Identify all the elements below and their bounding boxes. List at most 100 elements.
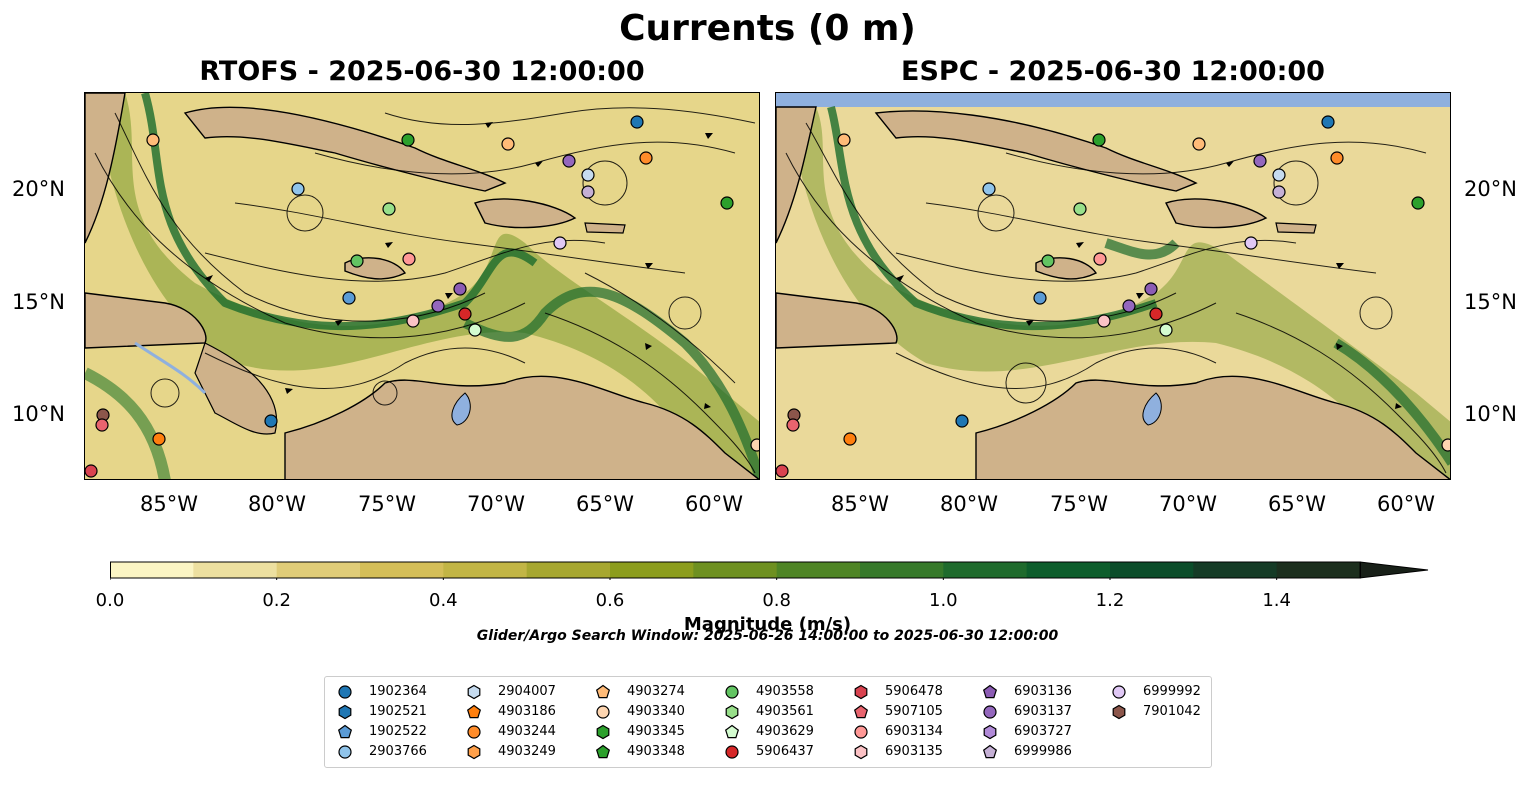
legend-label: 4903186 — [498, 704, 556, 719]
circle-marker-icon — [596, 705, 610, 719]
hexagon-marker-icon — [338, 704, 352, 720]
legend-label: 6903136 — [1014, 684, 1072, 699]
legend-label: 4903274 — [627, 684, 685, 699]
circle-marker-icon — [983, 705, 997, 719]
legend-label: 4903244 — [498, 724, 556, 739]
legend-label: 1902522 — [369, 724, 427, 739]
circle-marker-icon — [338, 745, 352, 759]
legend-label: 4903340 — [627, 704, 685, 719]
colorbar-segment — [610, 562, 694, 578]
panel-title-espc: ESPC - 2025-06-30 12:00:00 — [901, 56, 1325, 87]
lat-label: 20°N — [12, 177, 65, 201]
legend-label: 6999986 — [1014, 744, 1072, 759]
colorbar-segment — [360, 562, 444, 578]
lon-label: 75°W — [358, 492, 416, 516]
lon-label: 75°W — [1050, 492, 1108, 516]
lon-label: 65°W — [576, 492, 634, 516]
lat-label: 15°N — [1464, 290, 1517, 314]
hexagon-marker-icon — [467, 684, 481, 700]
colorbar-segment — [1026, 562, 1111, 578]
legend-label: 4903345 — [627, 724, 685, 739]
circle-marker-icon — [854, 725, 868, 739]
pentagon-marker-icon — [982, 744, 998, 759]
lon-label: 80°W — [248, 492, 306, 516]
colorbar-segment — [943, 562, 1028, 578]
legend-label: 2904007 — [498, 684, 556, 699]
lon-label: 70°W — [1159, 492, 1217, 516]
colorbar-segment — [693, 562, 778, 578]
lon-label: 65°W — [1268, 492, 1326, 516]
colorbar-tick-label: 0.6 — [595, 590, 625, 611]
colorbar-segment — [776, 562, 861, 578]
colorbar-tick-label: 1.0 — [929, 590, 958, 611]
panel-title-rtofs: RTOFS - 2025-06-30 12:00:00 — [199, 56, 645, 87]
colorbar-extend-arrow — [1359, 561, 1429, 579]
hexagon-marker-icon — [854, 744, 868, 760]
colorbar-segment — [276, 562, 361, 578]
lon-label: 80°W — [940, 492, 998, 516]
circle-marker-icon — [1112, 685, 1126, 699]
legend-label: 6903727 — [1014, 724, 1072, 739]
pentagon-marker-icon — [853, 704, 869, 719]
hexagon-marker-icon — [596, 724, 610, 740]
lon-label: 85°W — [140, 492, 198, 516]
circle-marker-icon — [338, 685, 352, 699]
figure-title: Currents (0 m) — [619, 8, 916, 49]
pentagon-marker-icon — [595, 684, 611, 699]
legend-label: 6999992 — [1143, 684, 1201, 699]
legend-label: 5906437 — [756, 744, 814, 759]
colorbar-segment — [1276, 562, 1361, 578]
pentagon-marker-icon — [724, 724, 740, 739]
legend-label: 1902364 — [369, 684, 427, 699]
circle-marker-icon — [467, 725, 481, 739]
pentagon-marker-icon — [982, 684, 998, 699]
hexagon-marker-icon — [983, 724, 997, 740]
legend-label: 5906478 — [885, 684, 943, 699]
colorbar-tick-label: 0.4 — [429, 590, 458, 611]
current-map-rtofs — [85, 93, 759, 479]
colorbar-tick-label: 0.8 — [762, 590, 791, 611]
legend-label: 1902521 — [369, 704, 427, 719]
lat-label: 10°N — [1464, 402, 1517, 426]
lat-label: 20°N — [1464, 177, 1517, 201]
colorbar-segment — [860, 562, 944, 578]
map-panel-rtofs — [84, 92, 760, 480]
lon-label: 85°W — [831, 492, 889, 516]
pentagon-marker-icon — [595, 744, 611, 759]
pentagon-marker-icon — [466, 704, 482, 719]
colorbar-outline — [110, 561, 1361, 579]
legend-label: 7901042 — [1143, 704, 1201, 719]
hexagon-marker-icon — [467, 744, 481, 760]
colorbar-segment — [1110, 562, 1194, 578]
colorbar-segment — [193, 562, 278, 578]
hexagon-marker-icon — [725, 704, 739, 720]
colorbar-label: Magnitude (m/s) — [683, 614, 852, 635]
lon-label: 70°W — [467, 492, 525, 516]
colorbar — [110, 561, 1429, 580]
colorbar-tick-label: 0.2 — [262, 590, 291, 611]
legend-label: 4903558 — [756, 684, 814, 699]
hexagon-marker-icon — [1112, 704, 1126, 720]
lat-label: 10°N — [12, 402, 65, 426]
map-panel-espc — [775, 92, 1451, 480]
legend-label: 2903766 — [369, 744, 427, 759]
legend-label: 6903137 — [1014, 704, 1072, 719]
legend: 1902364 1902521 1902522 2903766 2904007 49031… — [324, 676, 1212, 768]
lat-label: 15°N — [12, 290, 65, 314]
circle-marker-icon — [725, 685, 739, 699]
legend-label: 6903135 — [885, 744, 943, 759]
legend-label: 6903134 — [885, 724, 943, 739]
circle-marker-icon — [725, 745, 739, 759]
colorbar-tick-label: 1.2 — [1095, 590, 1125, 611]
search-window-text: Glider/Argo Search Window: 2025-06-26 14… — [476, 628, 1059, 644]
colorbar-tick-label: 0.0 — [95, 590, 125, 611]
lon-label: 60°W — [1377, 492, 1435, 516]
colorbar-tick-label: 1.4 — [1262, 590, 1291, 611]
legend-label: 4903629 — [756, 724, 814, 739]
legend-label: 4903348 — [627, 744, 685, 759]
colorbar-segment — [1193, 562, 1278, 578]
current-map-espc — [776, 93, 1450, 479]
lon-label: 60°W — [685, 492, 743, 516]
colorbar-segment — [526, 562, 611, 578]
legend-label: 4903249 — [498, 744, 556, 759]
